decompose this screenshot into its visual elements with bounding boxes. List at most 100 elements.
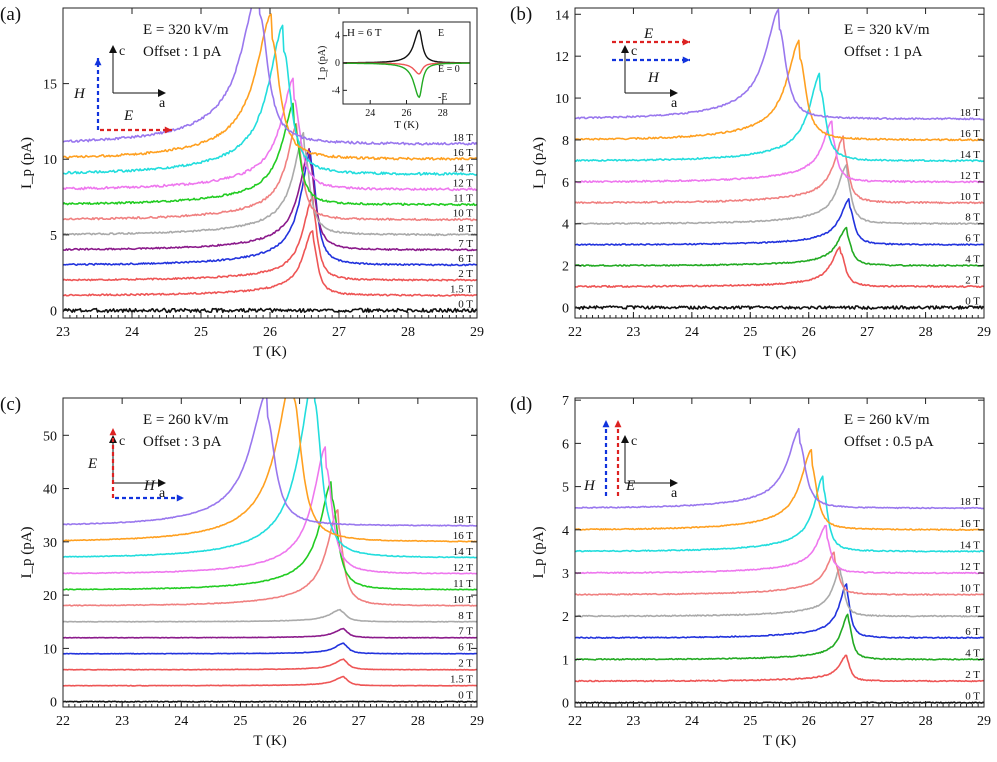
H-arrow-label: H <box>143 478 156 494</box>
inset-trace <box>343 62 470 99</box>
annotation-text: Offset : 1 pA <box>143 44 222 60</box>
annotation-text: Offset : 1 pA <box>844 44 923 60</box>
inset-title: H = 6 T <box>347 27 382 39</box>
E-arrow-head <box>164 126 172 134</box>
x-tick-label: 25 <box>194 325 208 340</box>
E-arrow-label: E <box>123 108 133 124</box>
annotation-text: E = 260 kV/m <box>844 412 930 428</box>
x-tick-label: 22 <box>568 325 582 340</box>
traces <box>575 427 984 704</box>
y-tick-label: 4 <box>562 218 569 233</box>
trace-2-T <box>63 195 477 282</box>
axis-a-arrowhead <box>670 479 678 487</box>
panel-tag: (a) <box>0 4 21 25</box>
trace-label: 1.5 T <box>450 283 473 295</box>
trace-7-T <box>63 627 477 639</box>
trace-7-T <box>63 147 477 252</box>
trace-label: 16 T <box>453 147 474 159</box>
trace-label: 10 T <box>960 191 981 203</box>
H-arrow-head <box>602 420 610 428</box>
x-tick-label: 23 <box>626 325 640 340</box>
trace-label: 4 T <box>965 254 980 266</box>
axis-c-label: c <box>631 434 637 449</box>
axis-c-label: c <box>631 44 637 59</box>
trace-label: 6 T <box>965 626 980 638</box>
trace-label: 6 T <box>458 253 473 265</box>
trace-label: 2 T <box>458 268 473 280</box>
trace-label: 8 T <box>458 610 473 622</box>
annotation-text: Offset : 3 pA <box>143 434 222 450</box>
annotation-text: Offset : 0.5 pA <box>844 434 934 450</box>
trace-label: 7 T <box>458 238 473 250</box>
x-tick-label: 25 <box>743 325 757 340</box>
y-tick-label: 8 <box>562 134 569 149</box>
trace-6-T <box>575 583 984 640</box>
trace-2-T <box>63 658 477 671</box>
traces <box>63 398 477 703</box>
x-tick-label: 27 <box>860 714 874 729</box>
trace-label: 10 T <box>453 594 474 606</box>
trace-label: 6 T <box>458 642 473 654</box>
trace-2-T <box>575 654 984 683</box>
x-tick-label: 26 <box>263 325 277 340</box>
trace-label: 4 T <box>965 647 980 659</box>
axis-c-label: c <box>119 44 125 59</box>
x-tick-label: 23 <box>115 714 129 729</box>
trace-label: 8 T <box>965 604 980 616</box>
y-tick-label: 10 <box>43 642 57 657</box>
trace-label: 0 T <box>458 298 473 310</box>
trace-0-T <box>575 701 984 704</box>
x-axis-label: T (K) <box>763 344 796 360</box>
trace-18-T <box>575 8 984 121</box>
y-tick-label: 0 <box>562 697 569 712</box>
trace-16-T <box>575 39 984 142</box>
x-tick-label: 27 <box>332 325 346 340</box>
H-arrow-head <box>176 494 184 502</box>
trace-label: 0 T <box>965 296 980 308</box>
axis-a-arrowhead <box>670 89 678 97</box>
x-tick-label: 26 <box>802 714 816 729</box>
trace-label: 18 T <box>960 496 981 508</box>
trace-label: 8 T <box>965 212 980 224</box>
trace-label: 1.5 T <box>450 674 473 686</box>
trace-12-T <box>575 120 984 184</box>
panel-a: (a) 0 T 1.5 T 2 T 6 T 7 T 8 T 10 T 11 T 12 T 14 T 1… <box>0 4 484 360</box>
trace-18-T <box>575 427 984 510</box>
E-arrow-label: E <box>643 26 653 42</box>
inset-y-tick-label: 4 <box>335 31 340 42</box>
x-axis-label: T (K) <box>253 733 286 749</box>
inset-x-label: T (K) <box>394 119 419 131</box>
y-axis-label: I_p (pA) <box>19 137 35 189</box>
inset-series-label: E <box>438 28 444 39</box>
y-tick-label: 5 <box>562 481 569 496</box>
trace-label: 2 T <box>458 658 473 670</box>
x-tick-label: 29 <box>977 325 991 340</box>
y-axis-label: I_p (pA) <box>19 526 35 578</box>
inset-y-tick-label: 0 <box>335 58 340 69</box>
panel-tag: (d) <box>510 394 532 415</box>
trace-8-T <box>575 163 984 225</box>
inset-y-label: I_p (pA) <box>317 46 328 81</box>
trace-label: 11 T <box>453 578 473 590</box>
inset-series-label: E = 0 <box>438 64 460 75</box>
x-axis-label: T (K) <box>763 733 796 749</box>
trace-label: 18 T <box>960 107 981 119</box>
trace-18-T <box>63 8 477 146</box>
trace-label: 12 T <box>453 562 474 574</box>
y-tick-label: 0 <box>50 304 57 319</box>
trace-1-5-T <box>63 230 477 297</box>
inset-panel: 24 26 28 -4 0 4 H = 6 T T (K) I_p (pA) E E = 0 -E <box>317 16 474 131</box>
axis-a-label: a <box>671 96 678 111</box>
annotation-text: E = 320 kV/m <box>844 22 930 38</box>
E-arrow-head <box>109 428 117 436</box>
traces <box>575 8 984 310</box>
y-tick-label: 14 <box>555 8 569 23</box>
trace-18-T <box>63 398 477 527</box>
x-tick-label: 28 <box>919 714 933 729</box>
trace-label: 18 T <box>453 514 474 526</box>
trace-label: 0 T <box>965 691 980 703</box>
x-tick-label: 26 <box>802 325 816 340</box>
trace-1-5-T <box>63 675 477 687</box>
x-tick-label: 29 <box>470 714 484 729</box>
